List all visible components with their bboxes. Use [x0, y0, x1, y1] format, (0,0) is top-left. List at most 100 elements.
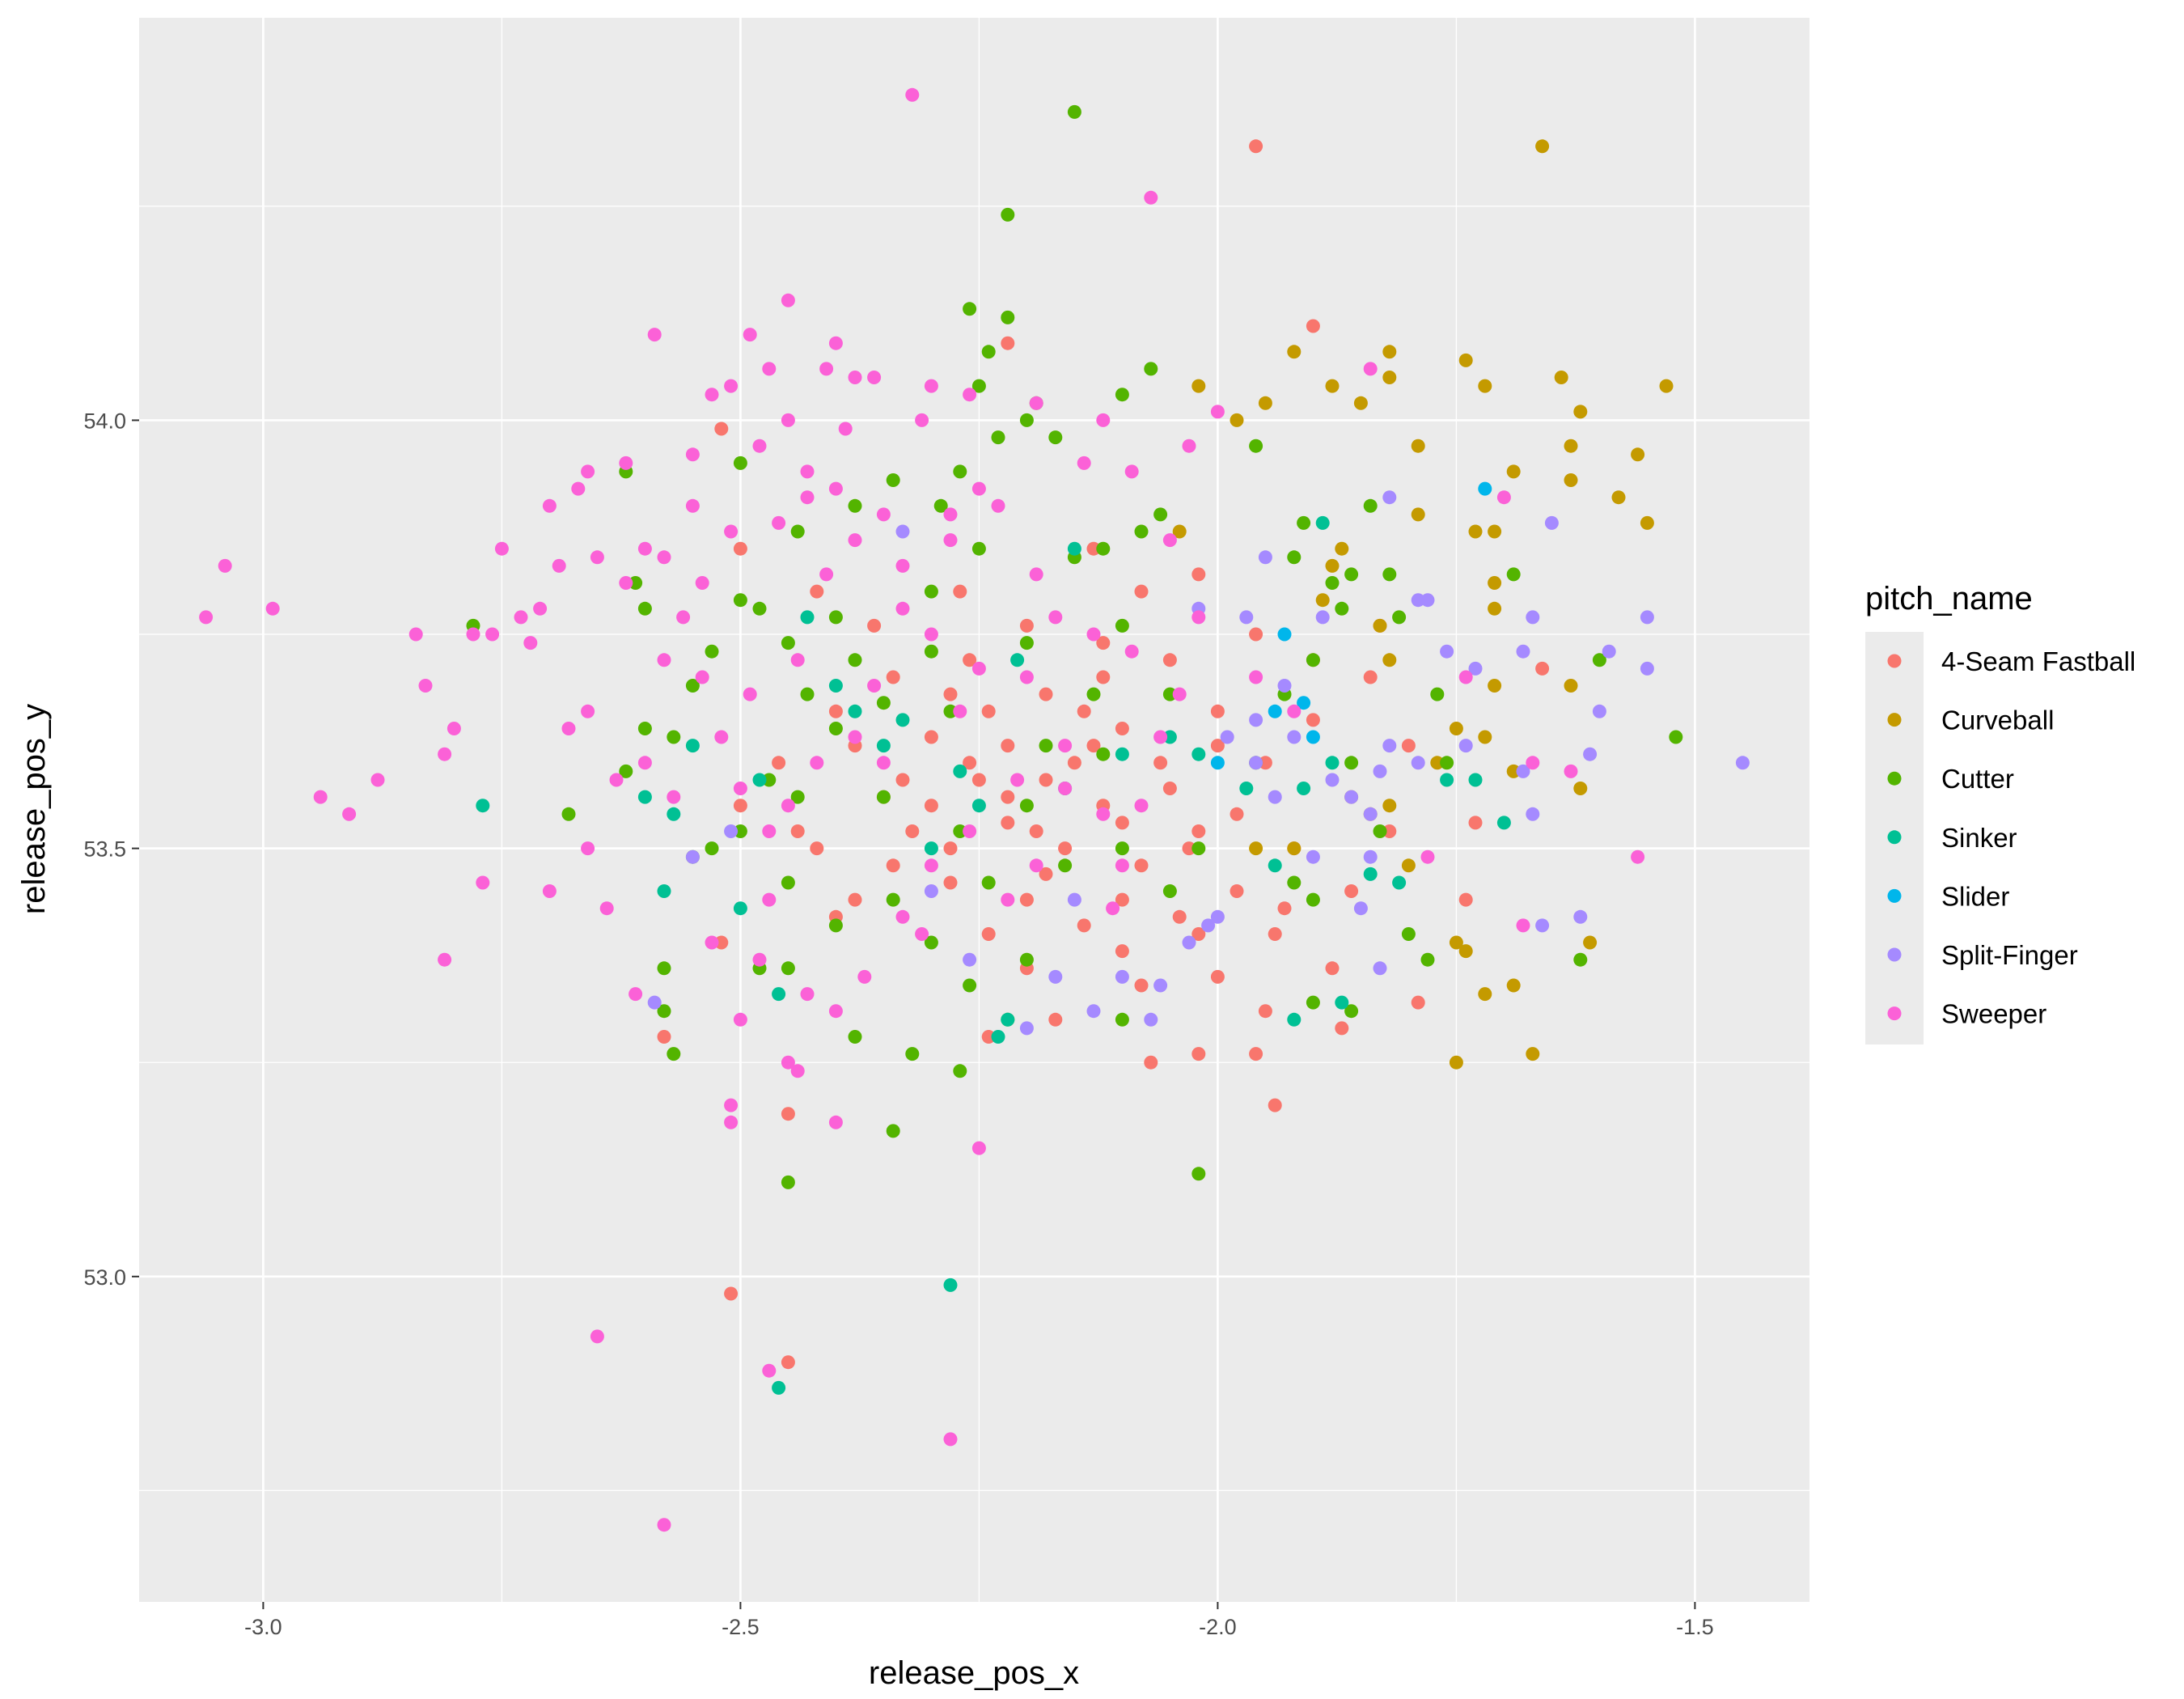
- data-point: [695, 576, 709, 590]
- data-point: [1019, 636, 1034, 650]
- data-point: [667, 1047, 681, 1061]
- data-point: [1048, 969, 1063, 984]
- data-point: [790, 1064, 805, 1078]
- data-point: [1096, 541, 1111, 556]
- data-point: [810, 584, 824, 599]
- data-point: [637, 601, 652, 616]
- data-point: [915, 413, 929, 427]
- data-point: [1401, 739, 1416, 753]
- data-point: [828, 336, 843, 350]
- data-point: [619, 455, 633, 470]
- data-point: [1124, 644, 1139, 659]
- data-point: [1230, 807, 1244, 821]
- data-point: [1144, 190, 1158, 205]
- data-point: [1230, 884, 1244, 898]
- data-point: [1182, 841, 1196, 856]
- data-point: [637, 722, 652, 735]
- data-point: [991, 1030, 1005, 1044]
- data-point: [1430, 756, 1445, 770]
- data-point: [1162, 653, 1177, 667]
- data-point: [1162, 533, 1177, 548]
- data-point: [705, 388, 719, 402]
- data-point: [714, 935, 729, 950]
- data-point: [963, 824, 977, 838]
- data-point: [1096, 747, 1111, 761]
- data-point: [1086, 739, 1101, 753]
- data-point: [848, 1030, 862, 1044]
- data-point: [637, 541, 652, 556]
- data-point: [733, 782, 747, 795]
- data-point: [1468, 773, 1483, 787]
- data-point: [1458, 353, 1473, 367]
- data-point: [724, 824, 739, 838]
- data-point: [1458, 739, 1473, 753]
- data-point: [1458, 670, 1473, 684]
- data-point: [1573, 952, 1588, 967]
- legend-entry: Cutter: [1887, 764, 2014, 794]
- data-point: [1010, 773, 1025, 787]
- data-point: [1001, 207, 1015, 222]
- data-point: [772, 756, 786, 770]
- data-point: [1382, 345, 1397, 359]
- data-point: [1382, 371, 1397, 384]
- data-point: [838, 422, 853, 436]
- data-point: [1230, 413, 1244, 427]
- data-point: [523, 636, 538, 650]
- data-point: [1249, 439, 1263, 453]
- data-point: [1258, 756, 1272, 770]
- data-point: [1001, 892, 1015, 907]
- data-point: [418, 679, 433, 693]
- y-tick-label: 53.0: [83, 1265, 126, 1290]
- data-point: [790, 824, 805, 838]
- data-point: [1583, 935, 1598, 950]
- data-point: [1306, 319, 1320, 333]
- data-point: [542, 498, 557, 513]
- data-point: [1086, 627, 1101, 642]
- data-point: [1344, 567, 1359, 582]
- data-point: [1488, 601, 1502, 616]
- data-point: [1516, 918, 1530, 933]
- data-point: [876, 790, 891, 804]
- data-point: [1153, 756, 1168, 770]
- data-point: [848, 371, 862, 384]
- data-point: [1602, 644, 1616, 659]
- data-point: [647, 328, 662, 342]
- data-point: [1191, 610, 1206, 625]
- data-point: [733, 901, 747, 916]
- data-point: [1201, 918, 1216, 933]
- data-point: [1191, 567, 1206, 582]
- data-point: [1058, 841, 1073, 856]
- data-point: [1019, 670, 1034, 684]
- data-point: [1516, 764, 1530, 778]
- data-point: [1353, 396, 1368, 410]
- data-point: [1478, 379, 1492, 393]
- data-point: [895, 524, 910, 539]
- data-point: [1096, 807, 1111, 821]
- data-point: [1344, 884, 1359, 898]
- data-point: [1077, 704, 1091, 718]
- data-point: [924, 799, 938, 813]
- data-point: [1268, 790, 1282, 804]
- data-point: [1468, 661, 1483, 676]
- data-point: [466, 627, 480, 642]
- data-point: [1297, 782, 1311, 795]
- data-point: [1335, 1021, 1349, 1036]
- data-point: [1182, 439, 1196, 453]
- data-point: [953, 704, 967, 718]
- data-point: [943, 1277, 958, 1292]
- data-point: [1506, 764, 1521, 778]
- data-point: [1554, 371, 1568, 384]
- data-point: [1478, 730, 1492, 744]
- legend-entry: 4-Seam Fastball: [1887, 646, 2135, 676]
- data-point: [1401, 927, 1416, 941]
- data-point: [1048, 1012, 1063, 1027]
- data-point: [1287, 841, 1302, 856]
- data-point: [1010, 653, 1025, 667]
- data-point: [781, 875, 795, 890]
- data-point: [1124, 464, 1139, 479]
- legend-entry: Split-Finger: [1887, 940, 2078, 970]
- data-point: [647, 995, 662, 1010]
- data-point: [637, 790, 652, 804]
- axis-ticks: -3.0 -2.5 -2.0 -1.5 53.0 53.5 54.0: [83, 409, 1713, 1639]
- data-point: [886, 858, 900, 873]
